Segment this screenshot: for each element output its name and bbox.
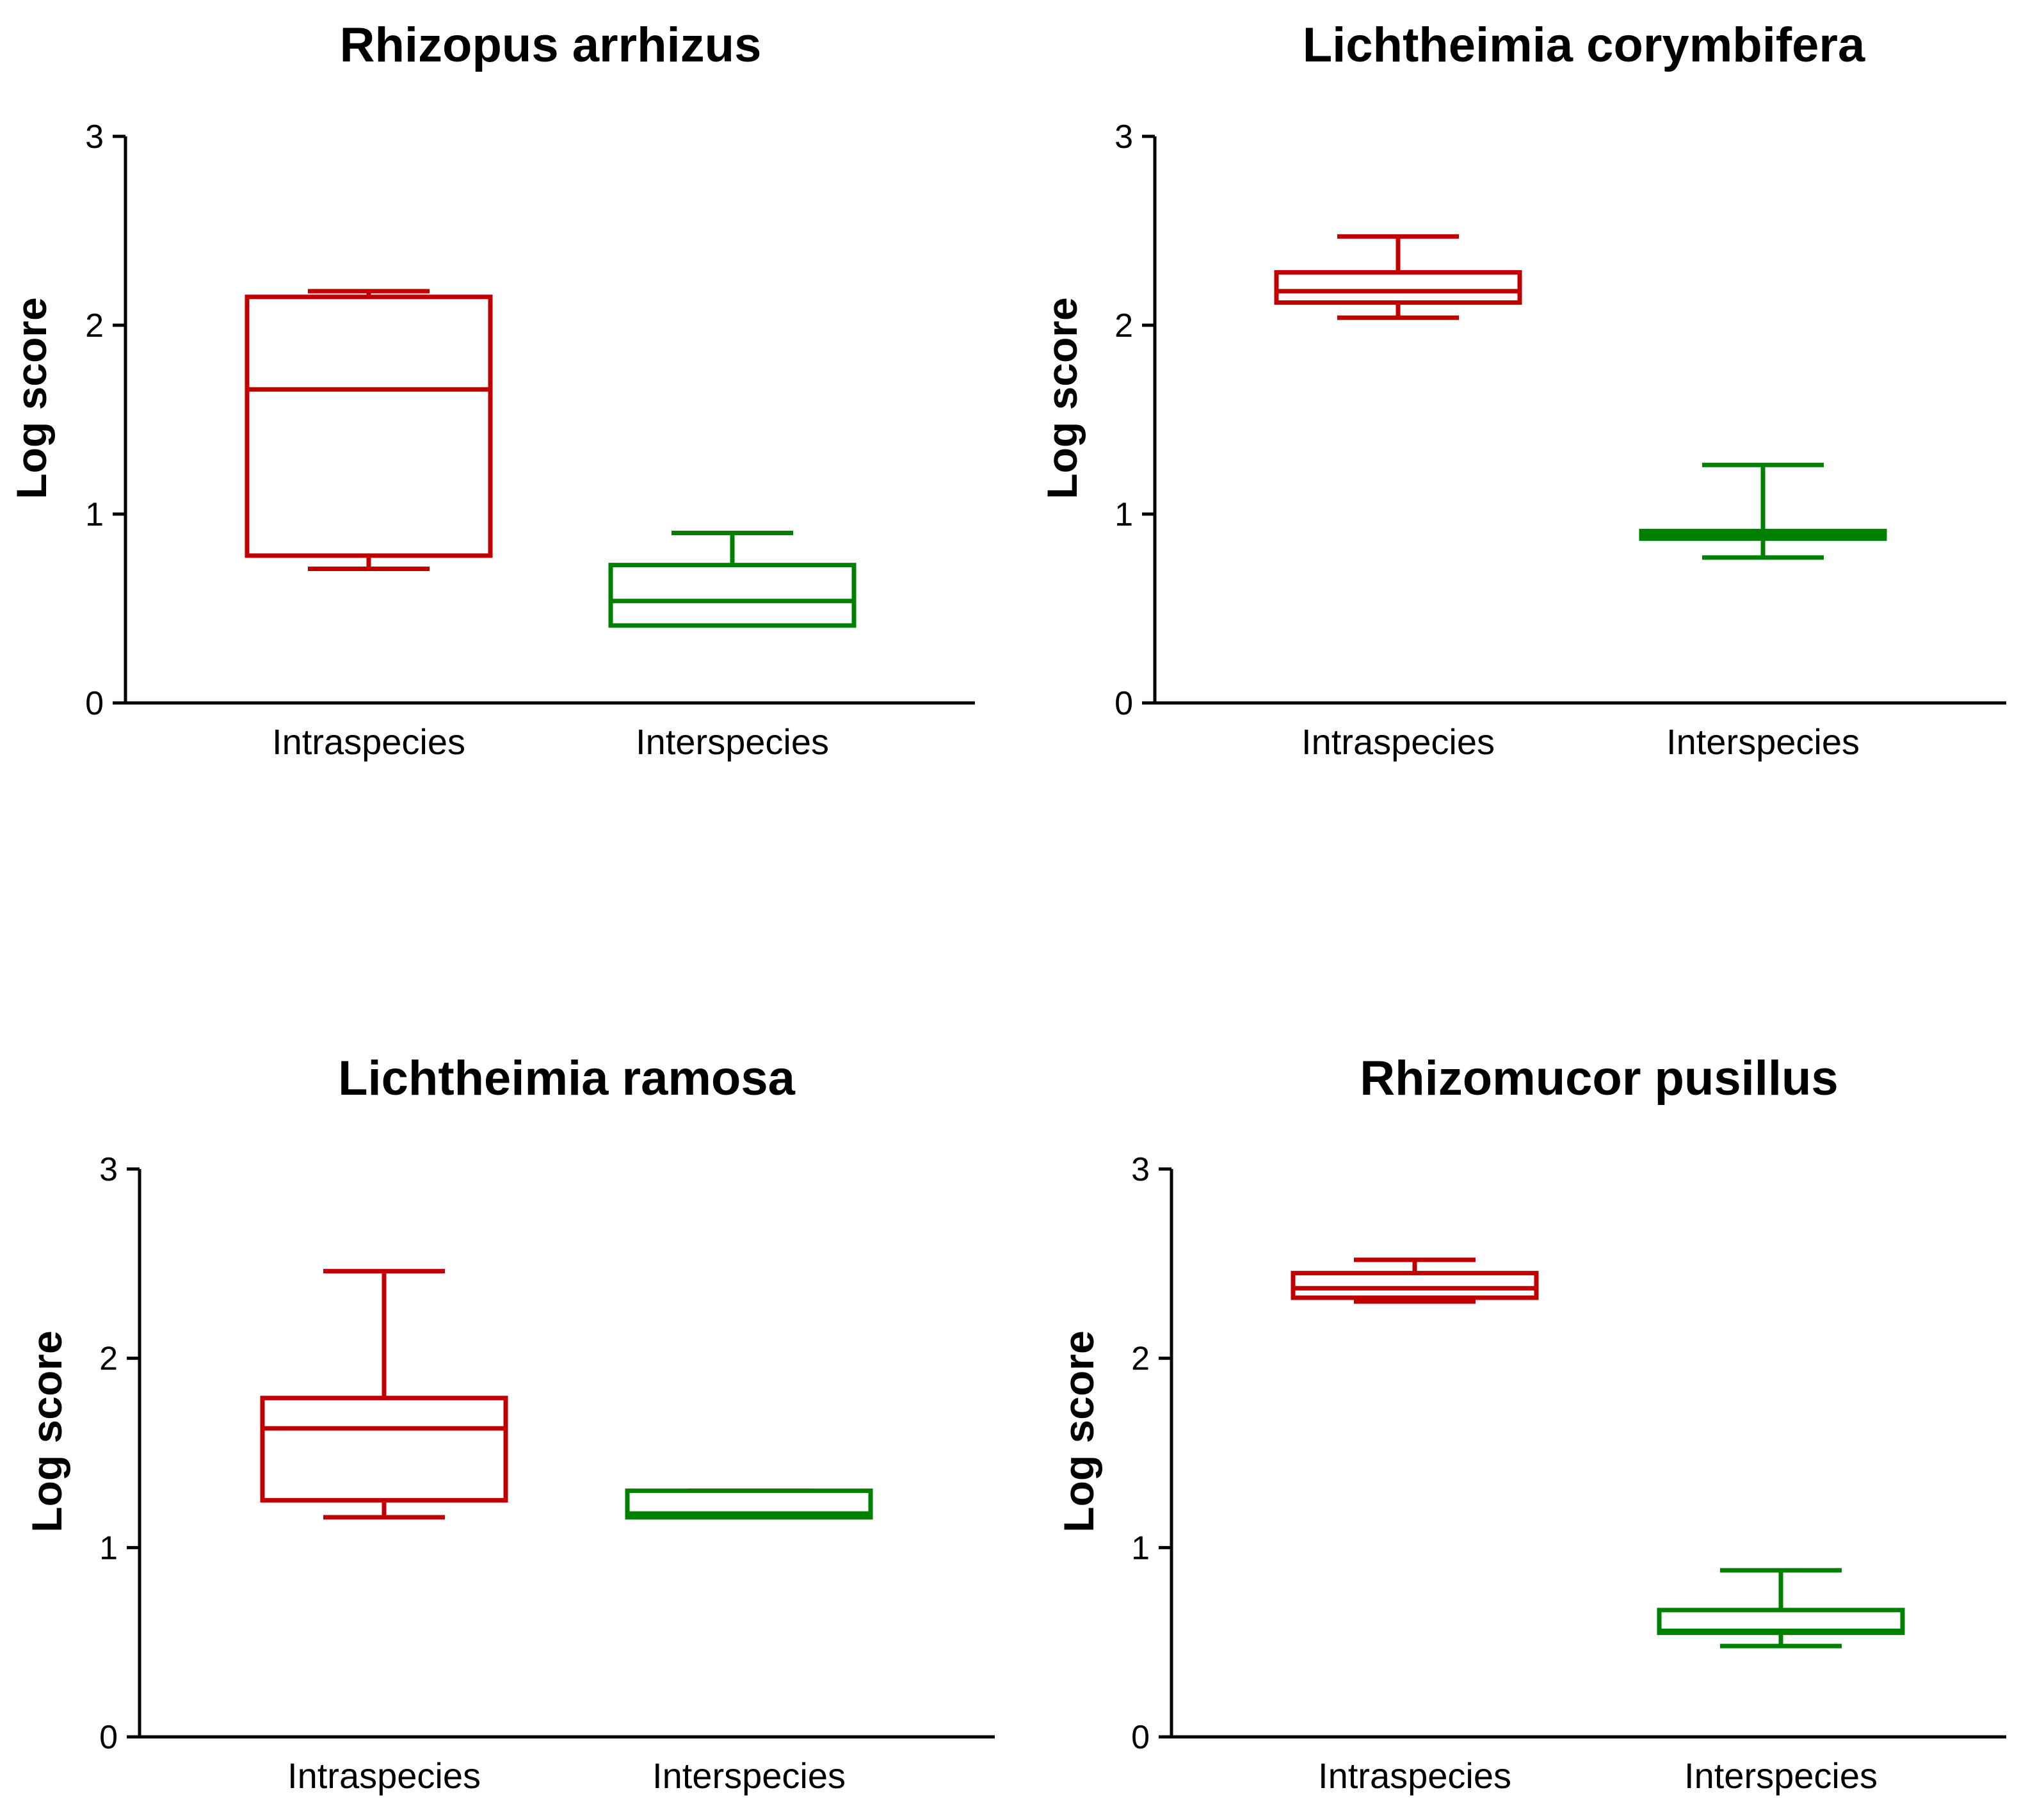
chart-panel-2: Lichtheimia corymbifera Log score 0 1 2 3 Intr… [1038,18,2006,762]
chart-title: Lichtheimia ramosa [338,1051,796,1106]
x-category-label: Intraspecies [1301,722,1495,762]
x-category-label: Intraspecies [1318,1755,1511,1796]
y-tick-label: 3 [1131,1151,1150,1188]
y-axis-label: Log score [8,297,55,499]
box-iqr [608,563,857,628]
y-tick-label: 3 [99,1151,118,1188]
y-tick-label: 0 [85,685,104,722]
x-category-label: Intraspecies [272,722,465,762]
box-iqr [245,294,493,558]
y-tick-label: 2 [1115,307,1133,344]
y-tick-label: 0 [1131,1719,1150,1756]
y-tick-label: 3 [85,118,104,156]
x-category-label: Interspecies [1666,722,1860,762]
box-iqr [1291,1271,1539,1300]
box-plot-interspecies [1639,462,1887,560]
box-plot-interspecies [625,1488,873,1520]
y-tick-label: 1 [99,1529,118,1567]
y-axis-label: Log score [1038,297,1086,499]
box-plot-interspecies [608,531,857,628]
y-tick-label: 0 [99,1719,118,1756]
y-tick-label: 2 [99,1341,118,1378]
x-category-label: Intraspecies [287,1755,481,1796]
y-tick-label: 0 [1115,685,1133,722]
y-tick-label: 3 [1115,118,1133,156]
x-category-label: Interspecies [636,722,829,762]
y-tick-label: 1 [85,496,104,533]
box-plot-interspecies [1657,1568,1905,1649]
y-tick-label: 2 [85,307,104,344]
y-axis-label: Log score [1055,1330,1102,1532]
chart-title: Rhizopus arrhizus [340,18,762,72]
box-iqr [260,1396,508,1503]
chart-panel-1: Rhizopus arrhizus Log score 0 1 2 3 Intraspeci… [8,18,975,762]
box-plot-intraspecies [1274,234,1522,320]
y-tick-label: 1 [1131,1529,1150,1567]
box-plot-intraspecies [245,289,493,572]
y-tick-label: 1 [1115,496,1133,533]
chart-panel-3: Lichtheimia ramosa Log score 0 1 2 3 Intraspec… [23,1051,995,1796]
y-axis-label: Log score [23,1330,70,1532]
chart-panel-4: Rhizomucor pusillus Log score 0 1 2 3 Intraspe… [1055,1051,2006,1796]
x-category-label: Interspecies [1684,1755,1878,1796]
y-tick-label: 2 [1131,1341,1150,1378]
box-plot-intraspecies [1291,1257,1539,1304]
box-iqr [1274,270,1522,305]
chart-title: Lichtheimia corymbifera [1303,18,1865,72]
x-category-label: Interspecies [652,1755,846,1796]
box-plot-intraspecies [260,1269,508,1520]
chart-title: Rhizomucor pusillus [1360,1051,1838,1106]
